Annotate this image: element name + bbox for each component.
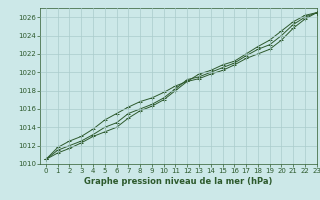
X-axis label: Graphe pression niveau de la mer (hPa): Graphe pression niveau de la mer (hPa) xyxy=(84,177,273,186)
